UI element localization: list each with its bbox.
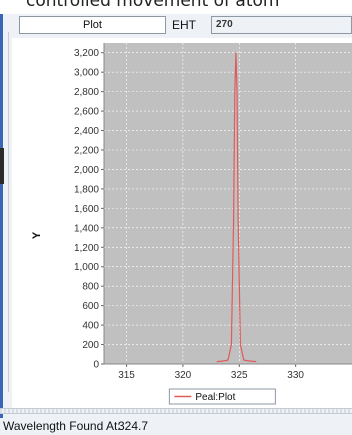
y-tick-label: 2,200 (74, 146, 99, 157)
y-tick-label: 1,200 (74, 243, 99, 254)
x-tick-label: 325 (231, 370, 248, 381)
y-tick-label: 600 (82, 301, 99, 312)
window-left-edge (0, 14, 3, 418)
y-tick-label: 3,200 (74, 48, 99, 59)
y-tick-label: 1,600 (74, 204, 99, 215)
x-tick-label: 320 (175, 370, 192, 381)
y-tick-label: 0 (93, 360, 99, 371)
legend-label: Peal:Plot (195, 392, 235, 403)
plot-name-field[interactable]: Plot (19, 16, 166, 34)
y-tick-label: 200 (82, 340, 99, 351)
x-tick-label: 330 (287, 370, 304, 381)
chart-panel: 0 200 400 600 800 1,000 1,200 1,400 1,600 1,800 2,… (12, 38, 352, 408)
status-bar: Wavelength Found At: 324.7 (0, 418, 352, 435)
left-divider (8, 32, 9, 392)
spectrum-chart: 0 200 400 600 800 1,000 1,200 1,400 1,600 1,800 2,… (31, 43, 352, 405)
grid-lines (104, 43, 352, 365)
wavelength-found-value: 324.7 (118, 419, 149, 433)
y-tick-label: 800 (82, 282, 99, 293)
legend: Peal:Plot (168, 388, 276, 405)
splitter-handle[interactable] (0, 408, 352, 414)
eht-value-field[interactable]: 270 (211, 16, 352, 34)
y-tick-label: 2,000 (74, 165, 99, 176)
caption-text: controlled movement of atom (26, 0, 280, 11)
left-marker (0, 148, 4, 184)
y-tick-label: 2,600 (74, 107, 99, 118)
series-line (216, 52, 257, 363)
wavelength-found-label: Wavelength Found At: (3, 419, 121, 433)
series-layer (216, 52, 257, 363)
eht-label: EHT (172, 18, 196, 32)
y-axis-label: Y (31, 231, 43, 239)
legend-box (168, 388, 276, 405)
plot-area (104, 43, 352, 364)
y-tick-label: 2,800 (74, 87, 99, 98)
caption-strip: controlled movement of atom (0, 0, 352, 14)
y-tick-label: 3,000 (74, 68, 99, 79)
x-tick-label: 315 (118, 370, 135, 381)
y-tick-label: 1,000 (74, 262, 99, 273)
y-tick-label: 400 (82, 321, 99, 332)
y-tick-label: 2,400 (74, 126, 99, 137)
axis-ticks: 0 200 400 600 800 1,000 1,200 1,400 1,600 1,800 2,… (74, 43, 352, 381)
y-tick-label: 1,800 (74, 184, 99, 195)
y-tick-label: 1,400 (74, 223, 99, 234)
